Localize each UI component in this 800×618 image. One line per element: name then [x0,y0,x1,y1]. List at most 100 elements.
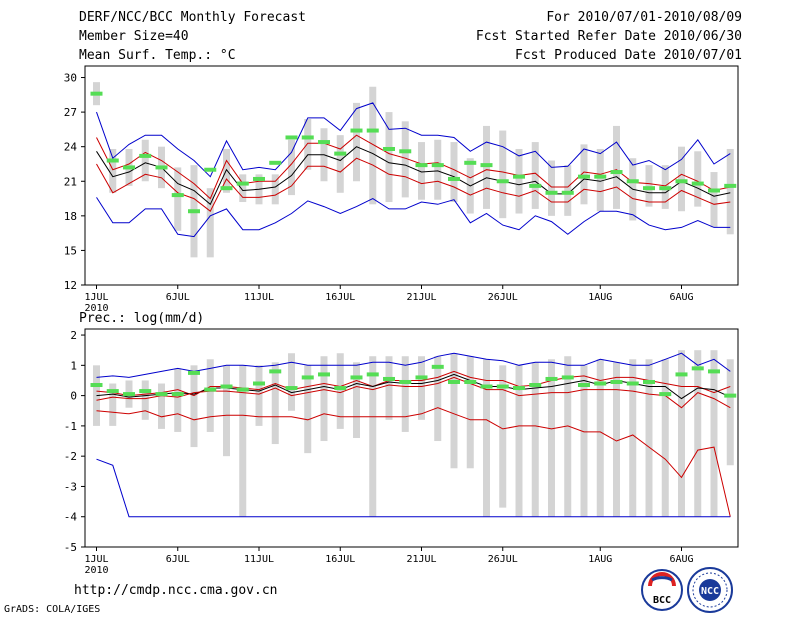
prec-spread-bar [288,353,295,411]
temp-ytick-label: 21 [64,175,77,188]
temp-obs-marker [480,163,493,168]
temp-xtick-label: 16JUL [325,292,355,303]
prec-spread-bar [678,350,685,517]
prec-spread-bar [466,356,474,469]
temp-ytick-label: 18 [64,210,77,223]
prec-spread-bar [596,359,604,517]
prec-obs-marker [106,389,119,394]
temp-obs-marker [610,170,623,175]
temp-ytick-label: 24 [64,141,78,154]
prec-spread-bar [434,356,442,442]
prec-ytick-label: -5 [64,541,77,554]
temp-obs-marker [594,174,607,179]
prec-obs-marker [675,372,688,377]
temp-xtick-label: 1JUL [84,292,108,303]
prec-xtick-label: 16JUL [325,554,355,565]
prec-obs-marker [496,384,509,389]
prec-obs-marker [708,369,720,374]
prec-spread-bar [499,365,507,508]
prec-spread-bar [158,383,165,429]
temp-obs-marker [204,167,217,172]
temp-xtick-label: 6AUG [669,292,693,303]
prec-obs-marker [448,379,460,384]
prec-xtick-label: 26JUL [488,554,518,565]
prec-obs-marker [659,392,672,397]
temp-spread-bar [515,148,523,214]
temp-spread-bar [385,112,393,203]
chart-title: DERF/NCC/BCC Monthly Forecast [79,10,306,25]
prec-obs-marker [269,369,282,374]
temp-spread-bar [726,148,734,235]
prec-obs-marker [90,383,103,388]
temp-spread-bar [353,102,360,182]
variable-label: Mean Surf. Temp.: °C [79,48,236,63]
prec-spread-bar [141,380,149,420]
temp-obs-marker [561,190,574,195]
prec-obs-marker [724,393,737,398]
temp-spread-bar [369,86,377,205]
prec-xtick-label: 6JUL [166,554,190,565]
temp-spread-bar [678,146,685,212]
ncc-logo: NCC [686,566,734,614]
prec-spread-bar [320,356,328,442]
temp-obs-marker [269,160,282,165]
prec-xtick-label: 21JUL [406,554,436,565]
temp-spread-bar [434,139,442,200]
forecast-period: For 2010/07/01-2010/08/09 [546,10,742,25]
temp-obs-marker [399,149,412,154]
temp-line-lower-bound [96,157,731,212]
temp-spread-bar [596,148,604,212]
temp-obs-marker [90,91,103,96]
temp-obs-marker [643,186,655,191]
temp-obs-marker [691,181,704,186]
prec-spread-bar [336,353,344,429]
prec-obs-marker [610,379,623,384]
temp-line-ensemble-min [96,197,731,238]
prec-line-ensemble-max [96,352,731,378]
prec-spread-bar [726,359,734,466]
temp-spread-bar [499,130,507,219]
prec-spread-bar [93,365,100,426]
prec-obs-marker [285,386,298,391]
temp-obs-marker [659,186,672,191]
temp-obs-marker [415,163,428,168]
prec-obs-marker [123,392,135,397]
prec-obs-marker [480,384,493,389]
temp-obs-marker [529,183,542,188]
temp-spread-bar [580,144,588,205]
prec-obs-marker [350,375,363,380]
temp-spread-bar [304,119,312,170]
prec-spread-bar [580,365,588,517]
temp-obs-marker [431,163,444,168]
started-refer-date: Fcst Started Refer Date 2010/06/30 [475,29,742,44]
prec-spread-bar [613,362,620,517]
prec-xtick-label: 1JUL [84,554,108,565]
prec-spread-bar [694,350,702,517]
prec-spread-bar [353,362,360,438]
prec-ytick-label: -1 [64,420,77,433]
prec-obs-marker [155,392,168,397]
prec-ytick-label: -2 [64,450,77,463]
prec-obs-marker [171,392,184,397]
prec-spread-bar [109,383,117,426]
temp-spread-bar [531,142,539,209]
prec-obs-marker [578,383,590,388]
temp-xtick-label: 6JUL [166,292,190,303]
prec-ytick-label: 2 [70,329,77,342]
temp-line-ensemble-max [96,102,731,178]
temp-obs-marker [155,165,168,170]
prec-spread-bar [304,365,312,454]
prec-spread-bar [271,362,279,445]
prec-obs-marker [253,381,265,386]
prec-spread-bar [239,365,247,517]
temp-obs-marker [675,179,688,184]
temp-obs-marker [513,174,525,179]
temp-obs-marker [301,135,314,140]
source-url[interactable]: http://cmdp.ncc.cma.gov.cn [74,583,278,598]
temp-obs-marker [188,209,200,214]
temp-spread-bar [174,167,182,231]
temp-obs-marker [139,153,152,158]
temp-obs-marker [724,183,737,188]
temp-line-ensemble-mean [96,146,731,206]
prec-spread-bar [564,356,572,517]
